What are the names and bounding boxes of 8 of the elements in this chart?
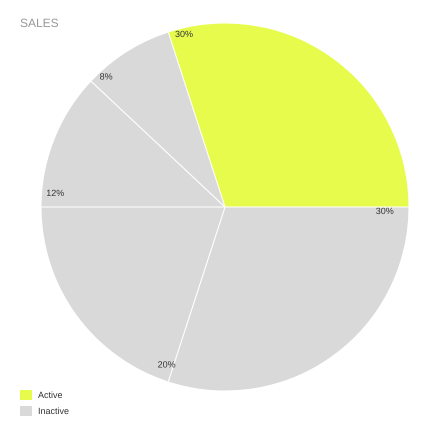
chart-title: SALES	[20, 16, 59, 30]
data-label: 30%	[376, 206, 394, 216]
data-label: 30%	[174, 28, 193, 39]
legend-label: Inactive	[38, 406, 70, 416]
data-label: 12%	[46, 188, 64, 198]
legend-label: Active	[38, 390, 63, 400]
data-label: 20%	[158, 359, 176, 370]
data-label: 8%	[100, 71, 113, 82]
